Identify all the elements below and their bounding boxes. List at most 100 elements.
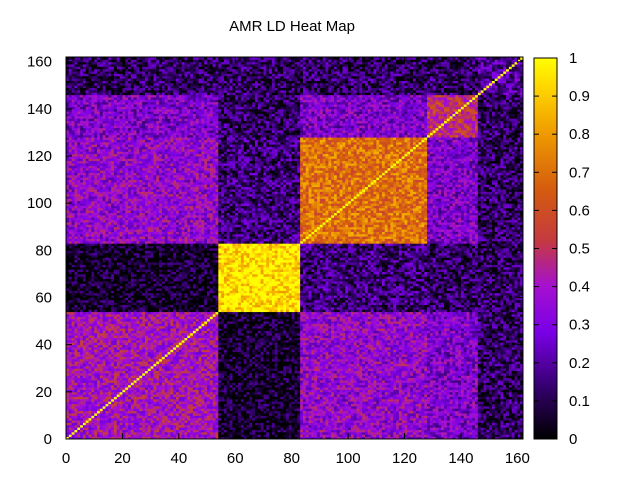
heatmap-cell [105,398,109,402]
heatmap-cell [119,158,123,162]
heatmap-cell [136,240,140,244]
heatmap-cell [111,302,115,305]
heatmap-cell [68,66,73,70]
heatmap-cell [99,422,104,426]
heatmap-cell [119,137,123,140]
heatmap-cell [94,413,98,416]
heatmap-cell [102,363,106,367]
heatmap-cell [88,304,92,308]
heatmap-cell [144,125,149,129]
heatmap-cell [71,306,75,310]
heatmap-cell [82,382,87,386]
heatmap-cell [144,66,149,70]
heatmap-cell [136,160,140,164]
heatmap-cell [125,120,129,124]
heatmap-cell [111,177,115,181]
heatmap-cell [102,226,106,230]
heatmap-cell [85,288,89,291]
heatmap-cell [105,217,109,221]
heatmap-cell [119,203,123,206]
heatmap-cell [105,167,109,171]
heatmap-cell [147,231,152,235]
heatmap-cell [133,297,137,301]
heatmap-cell [80,349,84,353]
heatmap-cell [150,224,154,228]
heatmap-cell [74,99,78,103]
heatmap-cell [99,179,104,183]
heatmap-cell [116,266,120,270]
heatmap-cell [88,380,92,383]
heatmap-cell [144,245,149,249]
heatmap-cell [130,97,135,100]
heatmap-cell [130,137,135,140]
heatmap-cell [111,151,115,155]
heatmap-cell [125,174,129,178]
heatmap-cell [82,177,87,181]
heatmap-cell [136,148,140,152]
heatmap-cell [68,290,73,294]
heatmap-cell [85,285,89,289]
heatmap-cell [122,245,126,249]
heatmap-cell [139,384,143,388]
heatmap-cell [66,420,70,423]
heatmap-cell [144,224,149,228]
heatmap-cell [88,224,92,228]
heatmap-cell [94,278,98,282]
heatmap-cell [68,139,73,143]
heatmap-cell [136,207,140,211]
heatmap-cell [136,156,140,159]
heatmap-cell [97,311,101,315]
heatmap-cell [150,181,154,185]
heatmap-cell [99,434,104,438]
heatmap-cell [147,288,152,291]
heatmap-cell [119,174,123,178]
heatmap-cell [74,191,78,195]
heatmap-cell [94,344,98,348]
heatmap-cell [102,207,106,211]
heatmap-cell [116,408,120,412]
heatmap-cell [77,125,81,129]
heatmap-cell [80,398,84,402]
heatmap-cell [105,429,109,433]
heatmap-cell [91,75,95,79]
heatmap-cell [130,123,135,126]
heatmap-cell [94,104,98,107]
heatmap-cell [91,73,95,77]
heatmap-cell [111,118,115,122]
heatmap-cell [85,108,89,112]
heatmap-cell [116,108,120,112]
heatmap-cell [150,156,154,159]
heatmap-cell [130,335,135,339]
heatmap-cell [139,120,143,124]
heatmap-cell [136,283,140,287]
heatmap-cell [80,401,84,405]
heatmap-cell [125,134,129,138]
heatmap-cell [71,158,75,162]
heatmap-cell [130,255,135,258]
heatmap-cell [105,292,109,296]
heatmap-cell [68,184,73,188]
heatmap-cell [111,165,115,169]
heatmap-cell [144,106,149,110]
heatmap-cell [74,363,78,367]
heatmap-cell [77,252,81,256]
heatmap-cell [77,271,81,275]
heatmap-cell [133,243,137,247]
heatmap-cell [116,212,120,216]
heatmap-cell [144,382,149,386]
heatmap-cell [139,377,143,381]
heatmap-cell [85,156,89,159]
heatmap-cell [128,363,132,367]
heatmap-cell [130,120,135,124]
heatmap-cell [105,139,109,143]
heatmap-cell [147,57,152,60]
heatmap-cell [122,328,126,331]
heatmap-cell [133,255,137,258]
heatmap-cell [66,344,70,348]
heatmap-cell [80,417,84,421]
heatmap-cell [122,193,126,197]
heatmap-cell [142,97,146,100]
heatmap-cell [85,61,89,65]
heatmap-cell [130,87,135,91]
heatmap-cell [105,64,109,67]
